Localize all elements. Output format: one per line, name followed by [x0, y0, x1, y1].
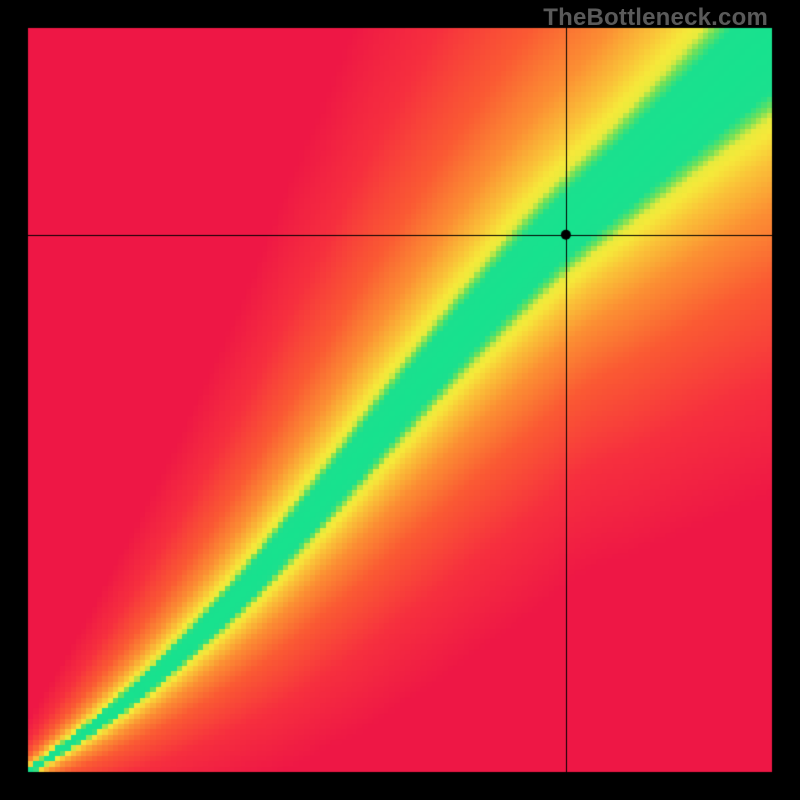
- heatmap-canvas: [0, 0, 800, 800]
- watermark: TheBottleneck.com: [543, 4, 768, 32]
